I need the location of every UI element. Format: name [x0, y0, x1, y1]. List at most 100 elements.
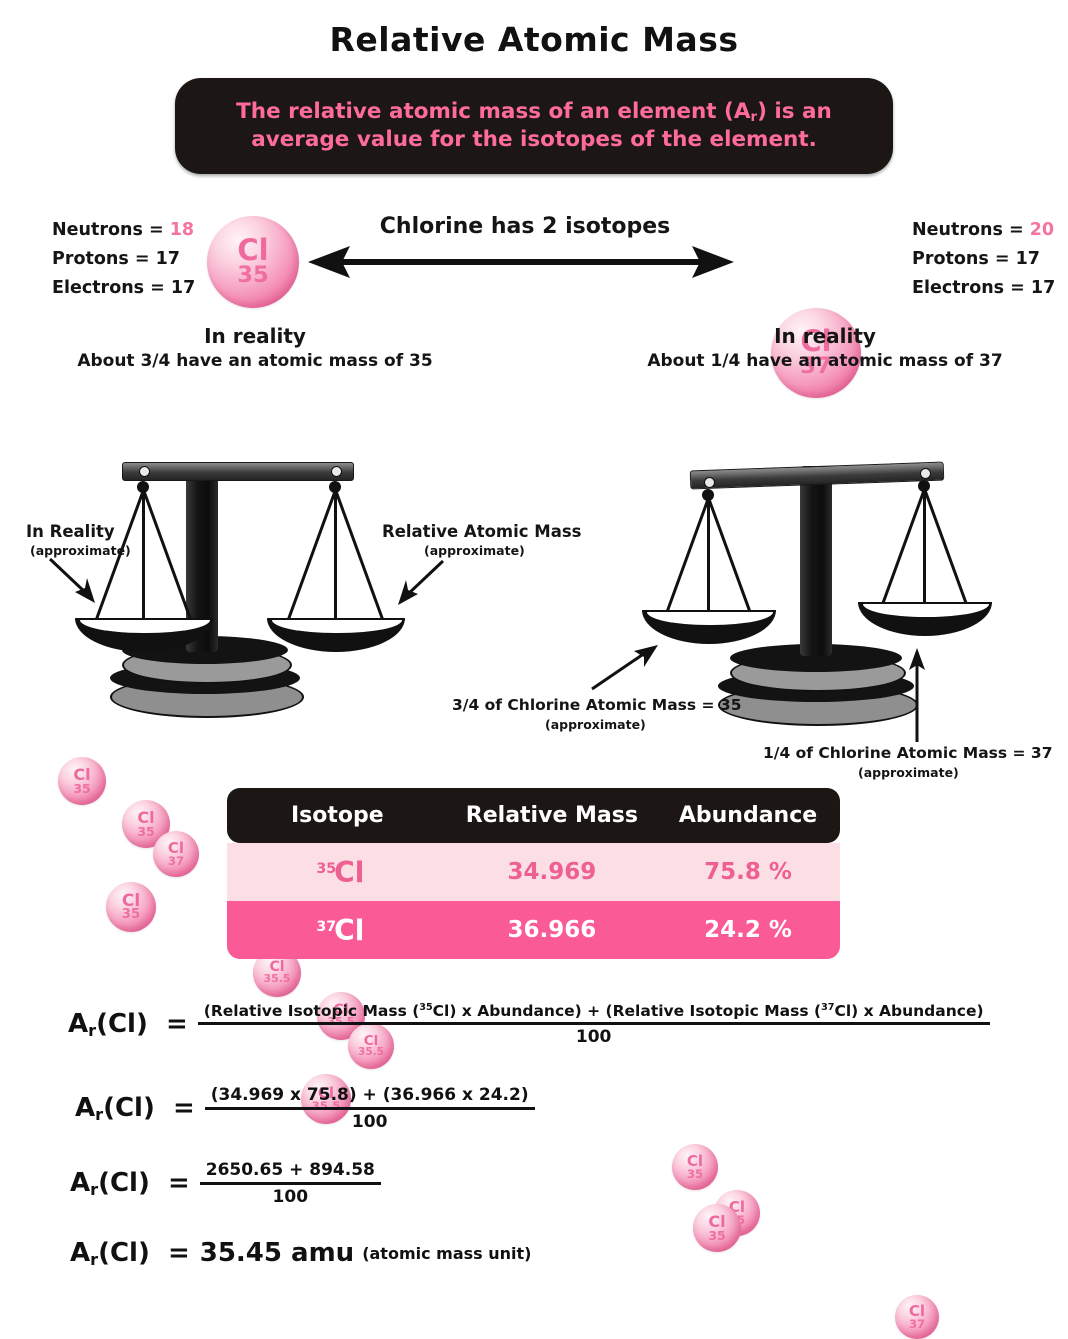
atom-mass: 35 [137, 823, 155, 839]
arrow-to-cl35-pan-icon [591, 645, 658, 691]
atom-mass: 37 [800, 353, 832, 380]
equation-result: Ar(Cl) = 35.45 amu (atomic mass unit) [70, 1238, 532, 1269]
cell-isotope: 37Cl [227, 914, 448, 947]
page-title: Relative Atomic Mass [329, 20, 739, 59]
scale-left-pan-left-atom-1: Cl 35 [106, 882, 156, 932]
atom-symbol: Cl [73, 765, 91, 785]
atom-cl-37: Cl 37 [771, 308, 861, 398]
scale-left-pan-left-atom-2: Cl 37 [153, 831, 199, 877]
equation-lhs: Ar(Cl) = [70, 1168, 190, 1200]
scale-left-pan-left-atom-3: Cl 35 [58, 757, 106, 805]
scale-left-pan-right-atom-2: Cl 35.5 [348, 1023, 394, 1069]
isotope-left-reality-text: About 3/4 have an atomic mass of 35 [77, 351, 433, 371]
atom-symbol: Cl [686, 1152, 704, 1171]
atom-symbol: Cl [237, 233, 269, 268]
caption-one-quarter: 1/4 of Chlorine Atomic Mass = 37 [763, 744, 1053, 762]
isotope-left-reality-title: In reality [204, 324, 306, 348]
definition-line-2: average value for the isotopes of the el… [251, 127, 817, 152]
isotope-left-electrons: Electrons = 17 [52, 278, 196, 298]
fraction-denominator: 100 [272, 1186, 309, 1207]
pan-right-one-cl37 [858, 602, 992, 636]
caption-three-quarters-sub: (approximate) [545, 717, 646, 732]
equation-substituted: Ar(Cl) = (34.969 x 75.8) + (36.966 x 24.… [75, 1085, 535, 1132]
arrow-to-ram-pan-icon [398, 559, 445, 605]
label-relative-atomic-mass: Relative Atomic Mass [382, 522, 582, 541]
table-header-abundance: Abundance [678, 803, 818, 828]
atom-symbol: Cl [121, 890, 141, 911]
arrow-to-reality-pan-icon [48, 557, 95, 603]
scale-left-pan-left-atom-4: Cl 35 [122, 800, 170, 848]
isotope-symbol: Cl [334, 913, 365, 947]
atom-symbol: Cl [800, 324, 832, 359]
caption-three-quarters: 3/4 of Chlorine Atomic Mass = 35 [452, 696, 742, 714]
arrow-to-cl37-pan-icon [909, 648, 925, 742]
atom-cl-35: Cl 35 [207, 216, 299, 308]
isotope-mass-number: 35 [316, 860, 337, 877]
atom-symbol: Cl [333, 1002, 349, 1019]
equation-computed: Ar(Cl) = 2650.65 + 894.58 100 [70, 1160, 381, 1207]
neutrons-value-right: 20 [1029, 220, 1055, 240]
atom-mass: 35.5 [328, 1016, 355, 1027]
caption-one-quarter-sub: (approximate) [858, 765, 959, 780]
cell-isotope: 35Cl [227, 856, 448, 889]
result-note: (atomic mass unit) [362, 1243, 532, 1263]
fraction-numerator: (Relative Isotopic Mass (35Cl) x Abundan… [203, 1002, 984, 1021]
isotope-mass-number: 37 [316, 918, 337, 935]
isotope-left-neutrons: Neutrons = 18 [52, 220, 195, 240]
scale-left-pan-right-atom-1: Cl 35.5 [301, 1074, 351, 1124]
neutrons-value-left: 18 [169, 220, 195, 240]
isotope-left-stats: Neutrons = 18 Protons = 17 Electrons = 1… [52, 216, 195, 303]
equation-general: Ar(Cl) = (Relative Isotopic Mass (35Cl) … [68, 1002, 990, 1047]
balance-scale-left [50, 440, 405, 720]
scale-right-pan-right-atom-1: Cl 37 [895, 1295, 939, 1339]
atom-mass: 35 [73, 780, 91, 796]
table-row: 35Cl 34.969 75.8 % [227, 843, 840, 901]
cell-relative-mass: 34.969 [507, 859, 597, 885]
atom-symbol: Cl [317, 1084, 335, 1103]
isotope-right-electrons: Electrons = 17 [912, 278, 1056, 298]
isotope-right-neutrons: Neutrons = 20 [912, 220, 1055, 240]
atom-mass: 35.5 [358, 1046, 384, 1059]
atom-mass: 37 [908, 1316, 926, 1331]
pan-left-three-cl35 [642, 610, 776, 644]
table-header-row: Isotope Relative Mass Abundance [227, 788, 840, 843]
result-value: 35.45 amu [199, 1238, 355, 1268]
atom-symbol: Cl [167, 839, 185, 858]
fraction-denominator: 100 [575, 1026, 612, 1047]
cell-relative-mass: 36.966 [507, 917, 597, 943]
atom-symbol: Cl [363, 1032, 379, 1049]
definition-banner: The relative atomic mass of an element (… [175, 78, 893, 174]
atom-symbol: Cl [708, 1212, 726, 1232]
isotope-right-protons: Protons = 17 [912, 249, 1040, 269]
table-header-relative-mass: Relative Mass [465, 803, 638, 828]
label-relative-atomic-mass-sub: (approximate) [424, 543, 525, 558]
atom-symbol: Cl [269, 959, 285, 976]
equation-lhs: Ar(Cl) = [68, 1009, 188, 1041]
fraction-numerator: (34.969 x 75.8) + (36.966 x 24.2) [210, 1085, 529, 1105]
equation-lhs: Ar(Cl) = [70, 1238, 190, 1269]
scale-right-pan-left-atom-1: Cl 35 [693, 1204, 741, 1252]
fraction: (Relative Isotopic Mass (35Cl) x Abundan… [197, 1002, 990, 1047]
atom-symbol: Cl [137, 808, 155, 828]
fraction: 2650.65 + 894.58 100 [199, 1160, 381, 1207]
atom-symbol: Cl [908, 1302, 926, 1321]
isotope-right-reality-text: About 1/4 have an atomic mass of 37 [647, 351, 1003, 371]
definition-line-1: The relative atomic mass of an element (… [236, 98, 832, 125]
table-header-isotope: Isotope [290, 803, 384, 828]
isotope-right-stats: Neutrons = 20 Protons = 17 Electrons = 1… [912, 216, 1055, 303]
fraction: (34.969 x 75.8) + (36.966 x 24.2) 100 [204, 1085, 535, 1132]
label-in-reality: In Reality [26, 522, 115, 541]
fraction-numerator: 2650.65 + 894.58 [205, 1160, 375, 1180]
atom-mass: 35.5 [263, 972, 291, 986]
fraction-denominator: 100 [351, 1111, 388, 1132]
label-in-reality-sub: (approximate) [30, 543, 131, 558]
isotope-right-reality-title: In reality [774, 324, 876, 348]
isotope-table: Isotope Relative Mass Abundance 35Cl 34.… [227, 788, 840, 959]
cell-abundance: 75.8 % [704, 859, 792, 885]
isotope-symbol: Cl [334, 855, 365, 889]
equation-lhs: Ar(Cl) = [75, 1093, 195, 1125]
pan-right-ram [267, 618, 405, 652]
atom-mass: 35 [686, 1166, 704, 1181]
cell-abundance: 24.2 % [704, 917, 792, 943]
scale-right-pan-left-atom-2: Cl 35 [672, 1144, 718, 1190]
